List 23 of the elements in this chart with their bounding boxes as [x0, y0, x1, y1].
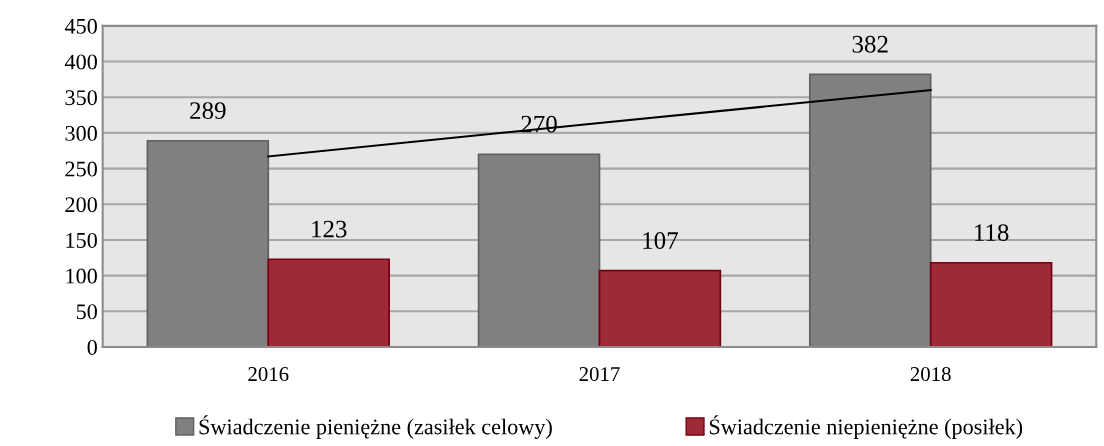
data-label: 382 [852, 35, 888, 53]
y-tick-label: 150 [66, 232, 97, 248]
x-tick-label: 2017 [579, 367, 620, 382]
data-label: 107 [643, 232, 678, 249]
y-tick-label: 450 [64, 18, 97, 34]
y-tick-label: 400 [64, 54, 97, 70]
y-tick-label: 250 [65, 161, 97, 177]
y-tick-label: 300 [65, 125, 97, 141]
y-tick-label: 200 [65, 197, 97, 213]
x-tick-label: 2016 [248, 367, 289, 382]
bar [929, 261, 1053, 347]
legend-label: Świadczenie niepieniężne (posiłek) [709, 415, 1023, 439]
legend-label: Świadczenie pieniężne (zasiłek celowy) [199, 415, 552, 439]
bar [598, 269, 722, 347]
y-tick-label: 50 [76, 304, 97, 320]
y-tick-label: 100 [66, 268, 97, 284]
y-tick-label: 350 [65, 90, 97, 106]
data-label: 289 [190, 102, 226, 120]
bar [267, 258, 390, 347]
data-label: 118 [975, 224, 1009, 242]
x-tick-label: 2018 [910, 367, 951, 382]
data-label: 123 [312, 220, 347, 238]
y-tick-label: 0 [87, 339, 97, 355]
